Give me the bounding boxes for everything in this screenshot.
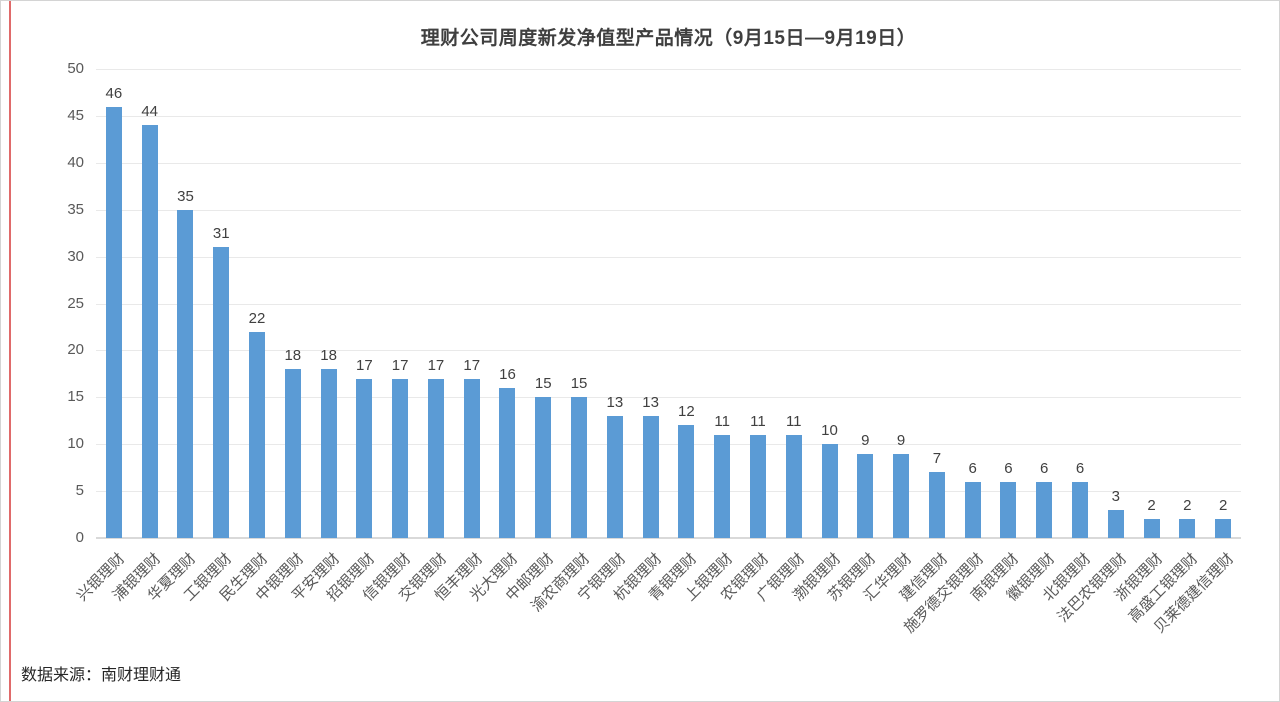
bar-徽银理财 <box>1036 481 1053 538</box>
bar-南银理财 <box>1000 481 1017 538</box>
bar-value-label: 17 <box>356 356 373 374</box>
bar-value-label: 6 <box>1075 459 1085 477</box>
bar-value-label: 3 <box>1111 487 1120 505</box>
bar-兴银理财 <box>105 106 122 538</box>
bar-value-label: 11 <box>714 412 730 430</box>
bar-广银理财 <box>785 434 802 538</box>
y-gridline <box>96 350 1241 352</box>
left-accent-line <box>9 1 11 701</box>
y-tick-label: 15 <box>67 388 84 406</box>
bar-宁银理财 <box>606 416 623 538</box>
bar-苏银理财 <box>857 453 874 538</box>
bar-value-label: 2 <box>1147 497 1156 515</box>
y-gridline <box>96 162 1241 164</box>
bar-value-label: 11 <box>785 412 802 430</box>
bar-value-label: 9 <box>896 431 906 449</box>
bar-施罗德交银理财 <box>964 481 981 538</box>
y-tick-label: 0 <box>75 529 84 546</box>
bar-value-label: 18 <box>320 347 337 365</box>
bar-value-label: 6 <box>1004 459 1013 477</box>
bar-青银理财 <box>678 425 695 538</box>
bar-value-label: 2 <box>1218 497 1228 515</box>
bar-value-label: 18 <box>284 347 302 365</box>
bar-value-label: 17 <box>463 356 481 374</box>
y-tick-label: 40 <box>67 153 84 171</box>
bar-中邮理财 <box>535 397 552 538</box>
bar-value-label: 15 <box>534 375 552 393</box>
y-gridline <box>96 256 1241 258</box>
y-tick-label: 10 <box>67 435 84 453</box>
bar-恒丰理财 <box>463 378 480 538</box>
bar-华夏理财 <box>177 209 194 538</box>
y-gridline <box>96 115 1241 117</box>
bar-渝农商理财 <box>571 397 588 538</box>
bar-value-label: 46 <box>105 84 123 102</box>
bar-法巴农银理财 <box>1107 509 1124 538</box>
y-gridline <box>96 209 1241 211</box>
bar-value-label: 2 <box>1183 497 1192 515</box>
bar-渤银理财 <box>821 444 838 538</box>
bar-value-label: 6 <box>968 459 977 477</box>
bar-浙银理财 <box>1143 519 1160 538</box>
bar-交银理财 <box>427 378 444 538</box>
x-axis-line <box>96 537 1241 539</box>
bar-value-label: 17 <box>391 356 409 374</box>
bar-value-label: 15 <box>570 375 588 393</box>
bar-value-label: 22 <box>248 309 266 327</box>
bar-value-label: 6 <box>1040 459 1049 477</box>
bar-value-label: 12 <box>678 403 695 421</box>
bar-value-label: 13 <box>606 394 624 412</box>
bar-浦银理财 <box>141 125 158 538</box>
bar-信银理财 <box>392 378 409 538</box>
bar-value-label: 17 <box>427 356 445 374</box>
y-tick-label: 30 <box>67 247 84 265</box>
bar-高盛工银理财 <box>1179 519 1196 538</box>
data-source-note: 数据来源：南财理财通 <box>21 667 182 684</box>
bar-value-label: 13 <box>642 394 659 412</box>
bar-北银理财 <box>1071 481 1088 538</box>
bar-光大理财 <box>499 387 516 538</box>
bar-上银理财 <box>714 434 731 538</box>
plot-area: 0 5 10 15 20 25 30 35 40 45 50 46 兴银理财 44 浦银理财 35 华夏理财 31… <box>67 61 1241 636</box>
bar-贝莱德建信理财 <box>1215 519 1232 538</box>
bar-平安理财 <box>320 369 337 538</box>
bar-value-label: 10 <box>821 422 838 440</box>
bar-杭银理财 <box>642 416 659 538</box>
bar-value-label: 35 <box>177 187 194 205</box>
bar-value-label: 16 <box>499 365 516 383</box>
y-gridline <box>96 444 1241 446</box>
y-tick-label: 45 <box>67 106 84 124</box>
y-tick-label: 35 <box>67 200 84 218</box>
y-gridline <box>96 303 1241 305</box>
y-tick-label: 5 <box>75 482 84 500</box>
bar-汇华理财 <box>893 453 910 538</box>
bar-中银理财 <box>284 369 301 538</box>
bar-value-label: 9 <box>861 431 870 449</box>
y-tick-label: 25 <box>67 294 84 312</box>
y-gridline <box>96 69 1241 70</box>
bar-value-label: 31 <box>212 225 230 243</box>
y-tick-label: 50 <box>67 60 84 77</box>
y-gridline <box>96 397 1241 399</box>
bar-建信理财 <box>928 472 945 538</box>
bar-工银理财 <box>213 247 230 538</box>
bar-招银理财 <box>356 378 373 538</box>
y-gridline <box>96 491 1241 493</box>
bar-民生理财 <box>249 331 266 538</box>
bar-value-label: 44 <box>141 103 159 121</box>
chart-title: 理财公司周度新发净值型产品情况（9月15日—9月19日） <box>420 28 917 49</box>
bar-value-label: 11 <box>750 412 766 430</box>
y-tick-label: 20 <box>67 341 84 359</box>
bar-农银理财 <box>749 434 766 538</box>
bar-value-label: 7 <box>932 450 942 468</box>
